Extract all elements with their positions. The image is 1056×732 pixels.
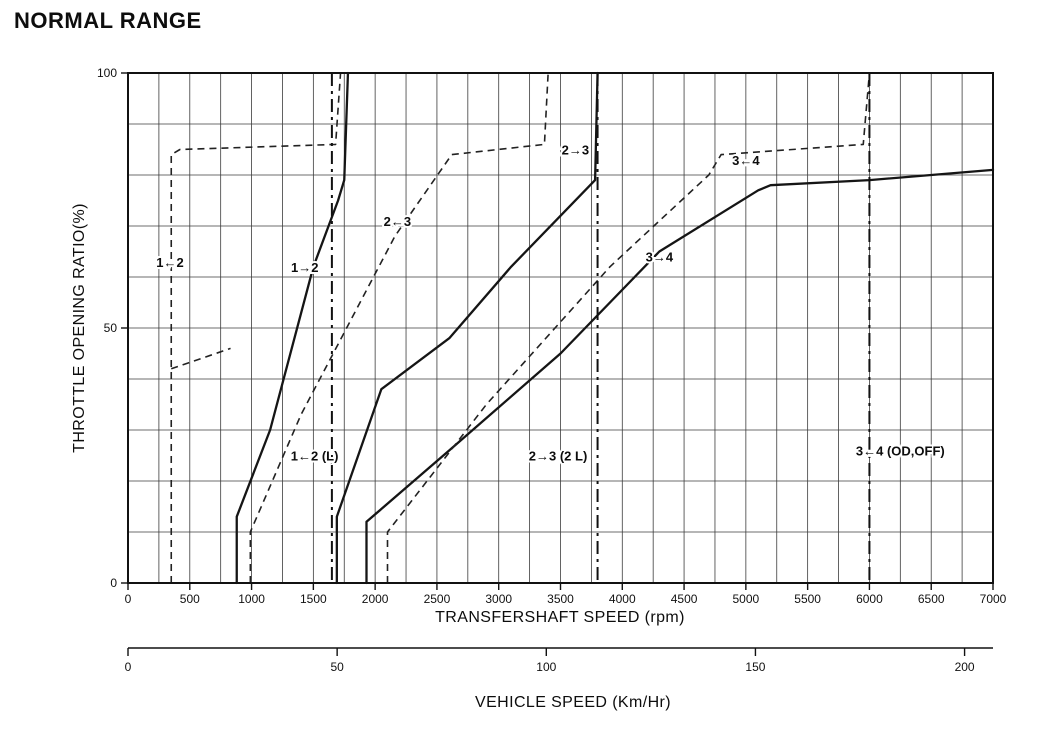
- x-axis-tick-label: 6000: [856, 592, 883, 606]
- x-axis-tick-label: 4000: [609, 592, 636, 606]
- shift-2-1-downshift-label: 1←2: [156, 255, 183, 270]
- x-axis-tick-label: 1000: [238, 592, 265, 606]
- x-axis-tick-label: 5500: [794, 592, 821, 606]
- vehicle-speed-tick-label: 200: [955, 660, 975, 674]
- shift-3-2-downshift-label: 2←3: [384, 214, 411, 229]
- shift-1-2-upshift-line: [235, 71, 350, 585]
- x-axis-tick-label: 500: [180, 592, 200, 606]
- x-axis-tick-label: 3000: [485, 592, 512, 606]
- vehicle-speed-tick-label: 50: [330, 660, 344, 674]
- curve-labels: 1→2 2→3 3→4 1←2 2←3 3←4 1←2 (L) 2→3 (2 L) 3←4 (O…: [154, 141, 946, 466]
- x-axis-tick-label: 7000: [980, 592, 1007, 606]
- shift-curves: [170, 71, 995, 585]
- vehicle-speed-tick-label: 0: [125, 660, 132, 674]
- special-shift-lines: [330, 73, 871, 583]
- vehicle-speed-tick-label: 100: [536, 660, 556, 674]
- x-axis-tick-label: 1500: [300, 592, 327, 606]
- shift-2-3-upshift-label: 2→3: [562, 143, 589, 158]
- shift-2-3-upshift-line: [335, 71, 599, 585]
- y-axis-tick-label: 50: [104, 321, 118, 335]
- x-axis-tick-label: 3500: [547, 592, 574, 606]
- page-title: NORMAL RANGE: [14, 8, 202, 33]
- x-axis-tick-label: 0: [125, 592, 132, 606]
- shift-4-3-downshift-label: 3←4: [732, 153, 760, 168]
- shift-2-1-downshift-line: [170, 72, 342, 583]
- x2-axis-title: VEHICLE SPEED (Km/Hr): [475, 694, 671, 711]
- x-axis-title: TRANSFERSHAFT SPEED (rpm): [435, 609, 685, 626]
- shift-3-4-upshift-label: 3→4: [646, 250, 674, 265]
- y-axis-tick-label: 0: [110, 576, 117, 590]
- shift-1-2-upshift-label: 1→2: [291, 260, 318, 275]
- x-axis-tick-label: 4500: [671, 592, 698, 606]
- shift-2-1-low-range-label: 1←2 (L): [291, 449, 339, 464]
- shift-3-2-downshift-line: [249, 72, 549, 583]
- y-axis-tick-label: 100: [97, 66, 117, 80]
- axes: 0 500 1000 1500 2000 2500 3000 3500 4000 4500 5000…: [97, 66, 1007, 674]
- x-axis-tick-label: 5000: [733, 592, 760, 606]
- x-axis-tick-label: 2500: [424, 592, 451, 606]
- vehicle-speed-tick-label: 150: [745, 660, 765, 674]
- grid-lines: [127, 72, 994, 584]
- x-axis-tick-label: 6500: [918, 592, 945, 606]
- shift-4-3-downshift-line: [386, 72, 871, 583]
- shift-2-3-second-low-label: 2→3 (2 L): [529, 449, 588, 464]
- y-axis-title: THROTTLE OPENING RATIO(%): [71, 203, 88, 453]
- shift-4-3-od-off-label: 3←4 (OD,OFF): [856, 444, 945, 459]
- shift-2-1-downshift-line: [170, 347, 231, 370]
- x-axis-tick-label: 2000: [362, 592, 389, 606]
- shift-3-4-upshift-line: [365, 168, 995, 585]
